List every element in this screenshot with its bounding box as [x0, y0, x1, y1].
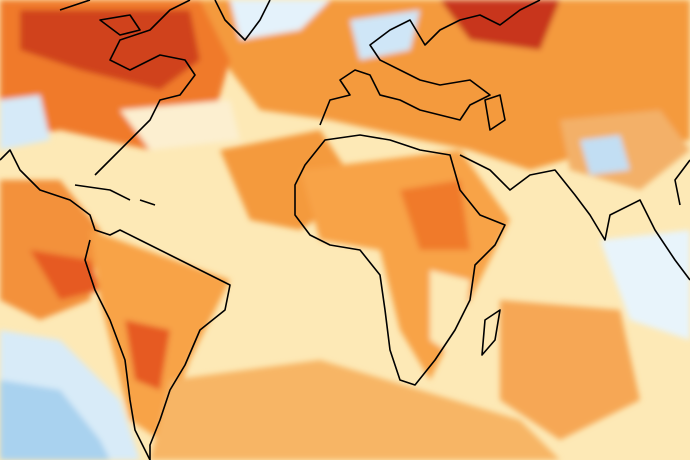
anomaly-atlantic-pale	[120, 100, 240, 150]
anomaly-canada	[20, 10, 200, 90]
anomaly-south-atlantic	[150, 360, 560, 460]
anomaly-south-pacific-colder	[0, 380, 110, 460]
anomaly-south-africa-pale	[430, 270, 470, 360]
coast-caribbean	[74, 184, 156, 206]
coast-east-asia	[674, 159, 690, 206]
anomaly-central-africa	[400, 180, 470, 250]
anomaly-indian-ocean	[500, 300, 640, 440]
anomaly-indian-cold	[600, 230, 690, 340]
coast-greenland	[214, 0, 271, 41]
anomaly-scandinavia	[350, 10, 420, 60]
coast-south-america-west	[84, 239, 151, 460]
coast-europe	[319, 0, 541, 126]
anomaly-pacific-cold	[0, 95, 50, 150]
anomaly-east-pacific-core	[30, 250, 100, 300]
coast-north-america-east	[94, 0, 196, 176]
coast-caspian	[484, 94, 506, 131]
anomaly-tibet-cold	[580, 135, 630, 175]
coast-madagascar	[481, 309, 501, 356]
anomaly-greenland	[230, 0, 330, 40]
coast-africa	[294, 134, 506, 386]
anomaly-andes	[125, 320, 170, 390]
coast-south-asia	[459, 154, 690, 281]
coast-arctic-islands	[59, 0, 141, 36]
coast-americas-east	[0, 149, 231, 460]
